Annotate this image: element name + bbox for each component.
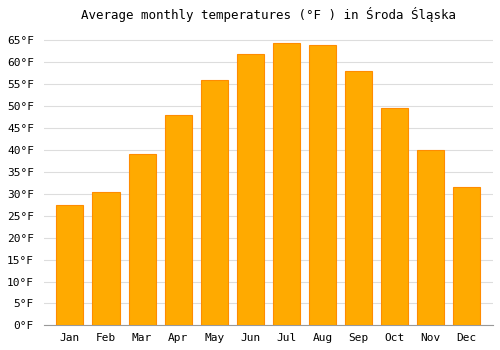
- Bar: [381, 108, 408, 326]
- Bar: [92, 192, 120, 326]
- Bar: [128, 154, 156, 326]
- Bar: [56, 205, 84, 326]
- Bar: [164, 115, 192, 326]
- Bar: [273, 43, 300, 326]
- Bar: [417, 150, 444, 326]
- Bar: [237, 54, 264, 326]
- Bar: [454, 187, 480, 326]
- Bar: [200, 80, 228, 326]
- Bar: [345, 71, 372, 326]
- Title: Average monthly temperatures (°F ) in Środa Śląska: Average monthly temperatures (°F ) in Śr…: [81, 7, 456, 22]
- Bar: [309, 45, 336, 326]
